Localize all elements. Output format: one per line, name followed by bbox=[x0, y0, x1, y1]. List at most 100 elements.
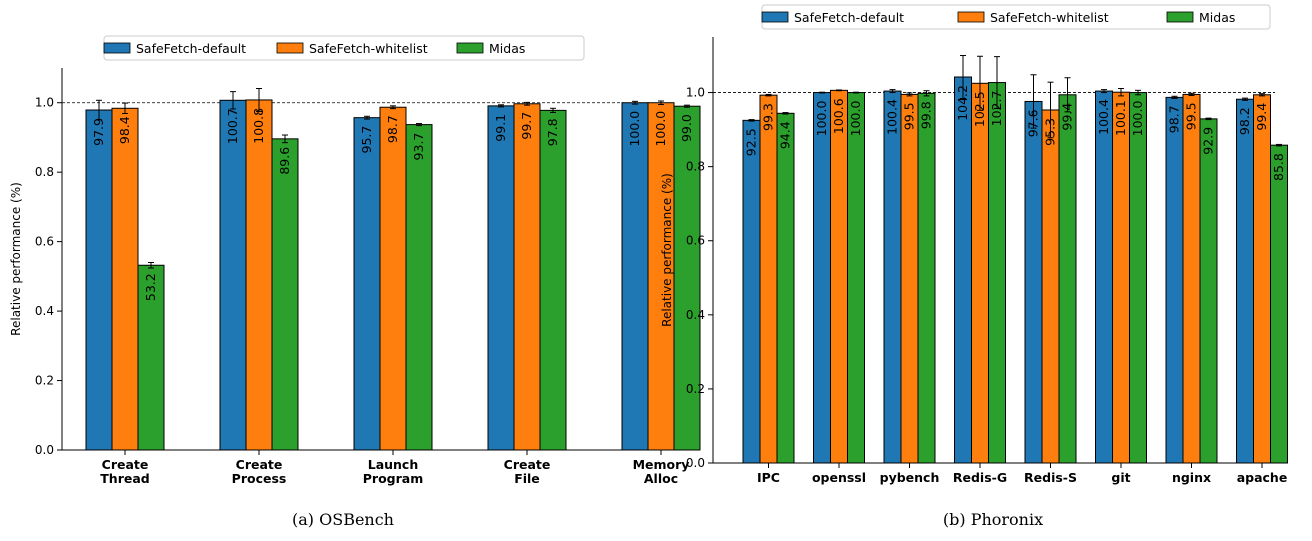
y-tick-label: 0.2 bbox=[35, 374, 54, 388]
bar bbox=[245, 99, 273, 451]
x-tick-label: Create bbox=[236, 457, 283, 472]
value-label: 99.0 bbox=[679, 114, 694, 142]
bar bbox=[988, 82, 1006, 464]
bar bbox=[830, 89, 848, 464]
legend-label: SafeFetch-default bbox=[794, 10, 904, 25]
x-tick-label: Program bbox=[363, 471, 424, 486]
value-label: 99.4 bbox=[1254, 103, 1269, 131]
legend-swatch bbox=[1166, 11, 1194, 23]
value-label: 102.7 bbox=[989, 91, 1004, 127]
x-tick-label: Thread bbox=[100, 471, 149, 486]
value-label: 98.2 bbox=[1237, 107, 1252, 135]
value-label: 99.8 bbox=[919, 101, 934, 129]
x-tick-label: pybench bbox=[880, 470, 940, 485]
bar bbox=[1112, 91, 1130, 464]
value-label: 98.7 bbox=[1167, 105, 1182, 133]
value-label: 100.0 bbox=[814, 101, 829, 137]
bar bbox=[673, 105, 701, 451]
value-label: 95.3 bbox=[1043, 118, 1058, 146]
bar bbox=[1253, 94, 1271, 464]
figure-caption: (b) Phoronix bbox=[943, 510, 1043, 529]
value-label: 95.7 bbox=[359, 126, 374, 154]
bar bbox=[1041, 109, 1060, 464]
value-label: 97.8 bbox=[545, 118, 560, 146]
value-label: 99.7 bbox=[519, 112, 534, 140]
value-label: 53.2 bbox=[143, 273, 158, 301]
value-label: 98.4 bbox=[117, 116, 132, 144]
value-label: 102.5 bbox=[972, 91, 987, 127]
value-label: 99.5 bbox=[902, 102, 917, 130]
bar bbox=[847, 92, 865, 464]
legend-swatch bbox=[957, 11, 985, 23]
y-tick-label: 0.6 bbox=[686, 234, 705, 248]
y-tick-label: 1.0 bbox=[35, 96, 54, 110]
y-tick-label: 0.4 bbox=[35, 304, 54, 318]
value-label: 99.1 bbox=[493, 114, 508, 142]
value-label: 92.9 bbox=[1201, 127, 1216, 155]
legend-label: SafeFetch-default bbox=[136, 41, 246, 56]
y-tick-label: 0.8 bbox=[35, 165, 54, 179]
chart-osbench: SafeFetch-default SafeFetch-whitelist Mida… bbox=[9, 35, 701, 529]
figure-caption: (a) OSBench bbox=[292, 510, 394, 529]
bar bbox=[954, 76, 972, 464]
legend-swatch bbox=[276, 42, 304, 54]
x-tick-label: openssl bbox=[812, 470, 866, 485]
value-label: 98.7 bbox=[385, 115, 400, 143]
x-tick-label: Create bbox=[504, 457, 551, 472]
bar bbox=[353, 117, 381, 451]
x-tick-label: Memory bbox=[633, 457, 690, 472]
x-tick-label: git bbox=[1111, 470, 1130, 485]
chart-phoronix: SafeFetch-default SafeFetch-whitelist Mida… bbox=[660, 4, 1288, 529]
legend: SafeFetch-default SafeFetch-whitelist Mida… bbox=[761, 4, 1271, 30]
legend-swatch bbox=[456, 42, 484, 54]
value-label: 99.4 bbox=[1060, 103, 1075, 131]
value-label: 100.4 bbox=[1096, 99, 1111, 135]
bar bbox=[1058, 94, 1077, 464]
legend: SafeFetch-default SafeFetch-whitelist Mida… bbox=[103, 35, 585, 61]
y-tick-label: 0.0 bbox=[35, 443, 54, 457]
value-label: 85.8 bbox=[1271, 153, 1286, 181]
x-tick-label: Redis-S bbox=[1024, 470, 1077, 485]
y-tick-label: 0.8 bbox=[686, 160, 705, 174]
x-tick-label: nginx bbox=[1172, 470, 1211, 485]
value-label: 100.0 bbox=[653, 111, 668, 147]
bar bbox=[379, 106, 407, 451]
x-tick-label: apache bbox=[1237, 470, 1288, 485]
value-label: 100.0 bbox=[627, 111, 642, 147]
bar bbox=[271, 138, 299, 451]
bar bbox=[1270, 144, 1288, 464]
bar bbox=[1236, 98, 1254, 464]
bar bbox=[917, 92, 936, 464]
x-tick-label: Launch bbox=[368, 457, 419, 472]
bar bbox=[111, 107, 139, 451]
value-label: 94.4 bbox=[778, 121, 793, 149]
value-label: 100.7 bbox=[225, 108, 240, 144]
bar bbox=[539, 109, 567, 451]
bar bbox=[1095, 90, 1113, 464]
x-tick-label: IPC bbox=[757, 470, 780, 485]
bar bbox=[1024, 100, 1043, 464]
bar bbox=[883, 90, 902, 464]
y-axis-label: Relative performance (%) bbox=[9, 182, 23, 336]
value-label: 92.5 bbox=[744, 128, 759, 156]
bar bbox=[487, 105, 515, 451]
y-axis-label: Relative performance (%) bbox=[660, 173, 674, 327]
legend-swatch bbox=[761, 11, 789, 23]
value-label: 100.4 bbox=[885, 99, 900, 135]
legend-label: Midas bbox=[1199, 10, 1235, 25]
legend-label: SafeFetch-whitelist bbox=[309, 41, 428, 56]
bar bbox=[813, 92, 831, 464]
bar bbox=[513, 103, 541, 451]
bar bbox=[219, 99, 247, 451]
y-tick-label: 0.4 bbox=[686, 308, 705, 322]
bar bbox=[85, 109, 113, 451]
bar bbox=[900, 93, 919, 464]
value-label: 104.2 bbox=[955, 85, 970, 121]
bar bbox=[621, 102, 649, 451]
value-label: 93.7 bbox=[411, 133, 426, 161]
y-tick-label: 0.2 bbox=[686, 382, 705, 396]
bar bbox=[1129, 92, 1147, 464]
value-label: 100.6 bbox=[831, 98, 846, 134]
value-label: 100.8 bbox=[251, 108, 266, 144]
x-tick-label: File bbox=[514, 471, 540, 486]
